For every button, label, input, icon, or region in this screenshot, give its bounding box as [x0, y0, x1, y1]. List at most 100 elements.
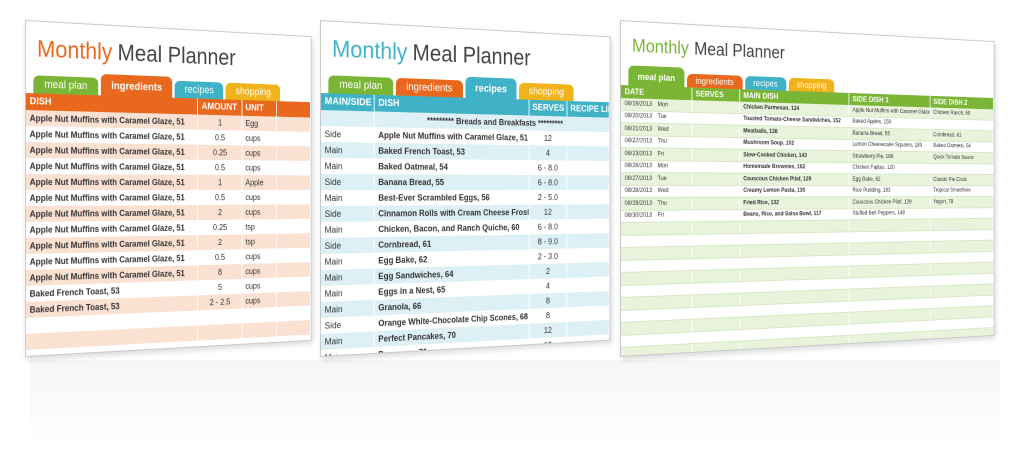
cell: [566, 233, 610, 249]
cell: Apple: [241, 175, 277, 190]
cell-text: Main: [324, 288, 343, 299]
cell: 8: [197, 264, 242, 281]
cell: Apple Nut Muffins with Caramel Glaze, 51: [25, 189, 198, 206]
cell-text: Cornbread, 61: [933, 132, 962, 139]
sheet-tab[interactable]: ingredients: [100, 73, 173, 98]
cell-text: Granola, 66: [378, 301, 422, 313]
cell-text: Popovers, 71: [378, 347, 428, 357]
sheet-tab[interactable]: meal plan: [628, 65, 684, 88]
cell-text: Apple Nut Muffins with Caramel Glaze, 51: [29, 223, 185, 235]
cell: [276, 131, 311, 147]
cell: Main: [320, 158, 375, 175]
sheet-tab[interactable]: shopping: [788, 77, 835, 93]
cell-text: cups: [245, 148, 261, 158]
title-accent: Monthly: [632, 35, 689, 59]
cell: [566, 145, 610, 161]
cell: Fried Rice, 132: [739, 196, 849, 210]
cell: 08/30/2013 Fri: [620, 209, 692, 223]
cell-text: 08/21/2013: [624, 125, 653, 133]
cell: [276, 175, 311, 190]
cell-text: Banana Bread, 55: [378, 177, 445, 188]
cell-text: Tue: [657, 114, 667, 121]
cell: Couscous Chicken Pilaf, 129: [739, 173, 849, 186]
cell-text: Main: [324, 256, 343, 267]
cell-text: 12: [543, 133, 552, 143]
cell-text: Egg Bake, 62: [852, 176, 881, 183]
cell-text: Main: [324, 161, 343, 172]
spreadsheet-panel: Monthly Meal Planner meal plan ingredients r…: [620, 20, 995, 357]
cell-text: Egg: [245, 118, 259, 129]
cell: [276, 262, 311, 278]
cell: Cinnamon Rolls with Cream Cheese Frostin…: [374, 204, 529, 222]
cell-text: 0.5: [214, 132, 226, 143]
cell-text: Baked French Toast, 53: [29, 285, 120, 299]
sheet-tab[interactable]: shopping: [519, 82, 574, 102]
cell-text: Baked French Toast, 53: [29, 301, 120, 315]
cell: Couscous Chicken Pilaf, 129: [848, 196, 930, 209]
cell: cups: [241, 189, 277, 205]
sheet-tab[interactable]: recipes: [744, 75, 786, 91]
cell-text: 8: [545, 310, 550, 321]
cell-text: Slow-Cooked Chicken, 143: [743, 152, 807, 159]
cell-text: Chicken Parmesan, 124: [743, 104, 800, 112]
cell-text: Couscous Chicken Pilaf, 129: [743, 176, 812, 183]
cell: [691, 124, 740, 138]
cell: [620, 221, 692, 235]
cell-text: Baked French Toast, 53: [378, 145, 466, 157]
cell-text: 4: [545, 148, 550, 158]
sheet-tab[interactable]: recipes: [174, 80, 224, 100]
cell: Baked French Toast, 53: [374, 142, 529, 161]
cell-text: cups: [245, 163, 261, 173]
column-header: UNIT: [241, 99, 277, 117]
cell-text: Classic Pie Crust: [933, 177, 967, 183]
cell: 08/29/2013 Thu: [620, 197, 692, 210]
cell-text: Main: [324, 335, 343, 347]
cell: Chicken Fajitas, 120: [848, 162, 930, 175]
cell: Classic Pie Crust: [929, 174, 994, 186]
cell: [276, 160, 311, 176]
cell-text: Apple Nut Muffins with Caramel Glaze, 51: [29, 253, 185, 267]
cell: 2: [197, 234, 242, 251]
cell: 08/23/2013 Fri: [620, 147, 692, 161]
cell-text: 2: [545, 266, 550, 276]
cell: Slow-Cooked Chicken, 143: [739, 149, 849, 163]
spreadsheet-panel: Monthly Meal Planner meal plan ingredients r…: [320, 20, 611, 357]
cell: [566, 348, 610, 357]
sheet-tab[interactable]: meal plan: [33, 75, 98, 96]
cell-text: Chicken Fajitas, 120: [852, 165, 895, 172]
cell-text: Apple Nut Muffins with Caramel Glaze, 51: [29, 129, 185, 142]
cell: 2 - 5.0: [528, 189, 567, 205]
cell-text: 0.25: [212, 222, 228, 233]
cell: [276, 116, 311, 133]
cell-text: Apple Nut Muffins with Caramel Glaze, 51: [852, 107, 930, 116]
cell-text: Wed: [657, 188, 669, 195]
cell: 2: [197, 204, 242, 221]
cell-text: Wed: [657, 126, 669, 133]
cell-text: 08/30/2013: [624, 212, 653, 220]
cell-text: Baked Oatmeal, 54: [933, 143, 971, 150]
cell: [691, 136, 740, 150]
cell-text: 0.5: [214, 192, 226, 203]
cell: Baked Oatmeal, 54: [929, 140, 994, 153]
sheet-tab[interactable]: meal plan: [328, 75, 393, 96]
cell: [276, 291, 311, 308]
cell: 08/27/2013 Tue: [620, 172, 692, 186]
sheet-tab[interactable]: ingredients: [686, 73, 743, 90]
cell: Quick Tomato Sauce: [929, 151, 994, 164]
cell: Side: [320, 237, 375, 254]
cell: [691, 197, 740, 210]
cell: cups: [241, 292, 277, 309]
data-table: DATE SERVES MAIN DISH SIDE DISH 1 SIDE DISH …: [620, 85, 994, 357]
cell-text: Cornbread, 61: [378, 239, 432, 250]
sheet-tab[interactable]: shopping: [225, 82, 281, 102]
sheet-tab[interactable]: recipes: [465, 76, 517, 100]
cell-text: cups: [245, 251, 261, 262]
cell: [929, 338, 994, 354]
cell-text: cups: [245, 295, 261, 306]
cell: 0.25: [197, 219, 242, 236]
sheet-tab[interactable]: ingredients: [395, 77, 463, 98]
cell-text: 12: [543, 207, 552, 217]
cell: [566, 189, 610, 205]
cell: Side: [320, 205, 375, 222]
